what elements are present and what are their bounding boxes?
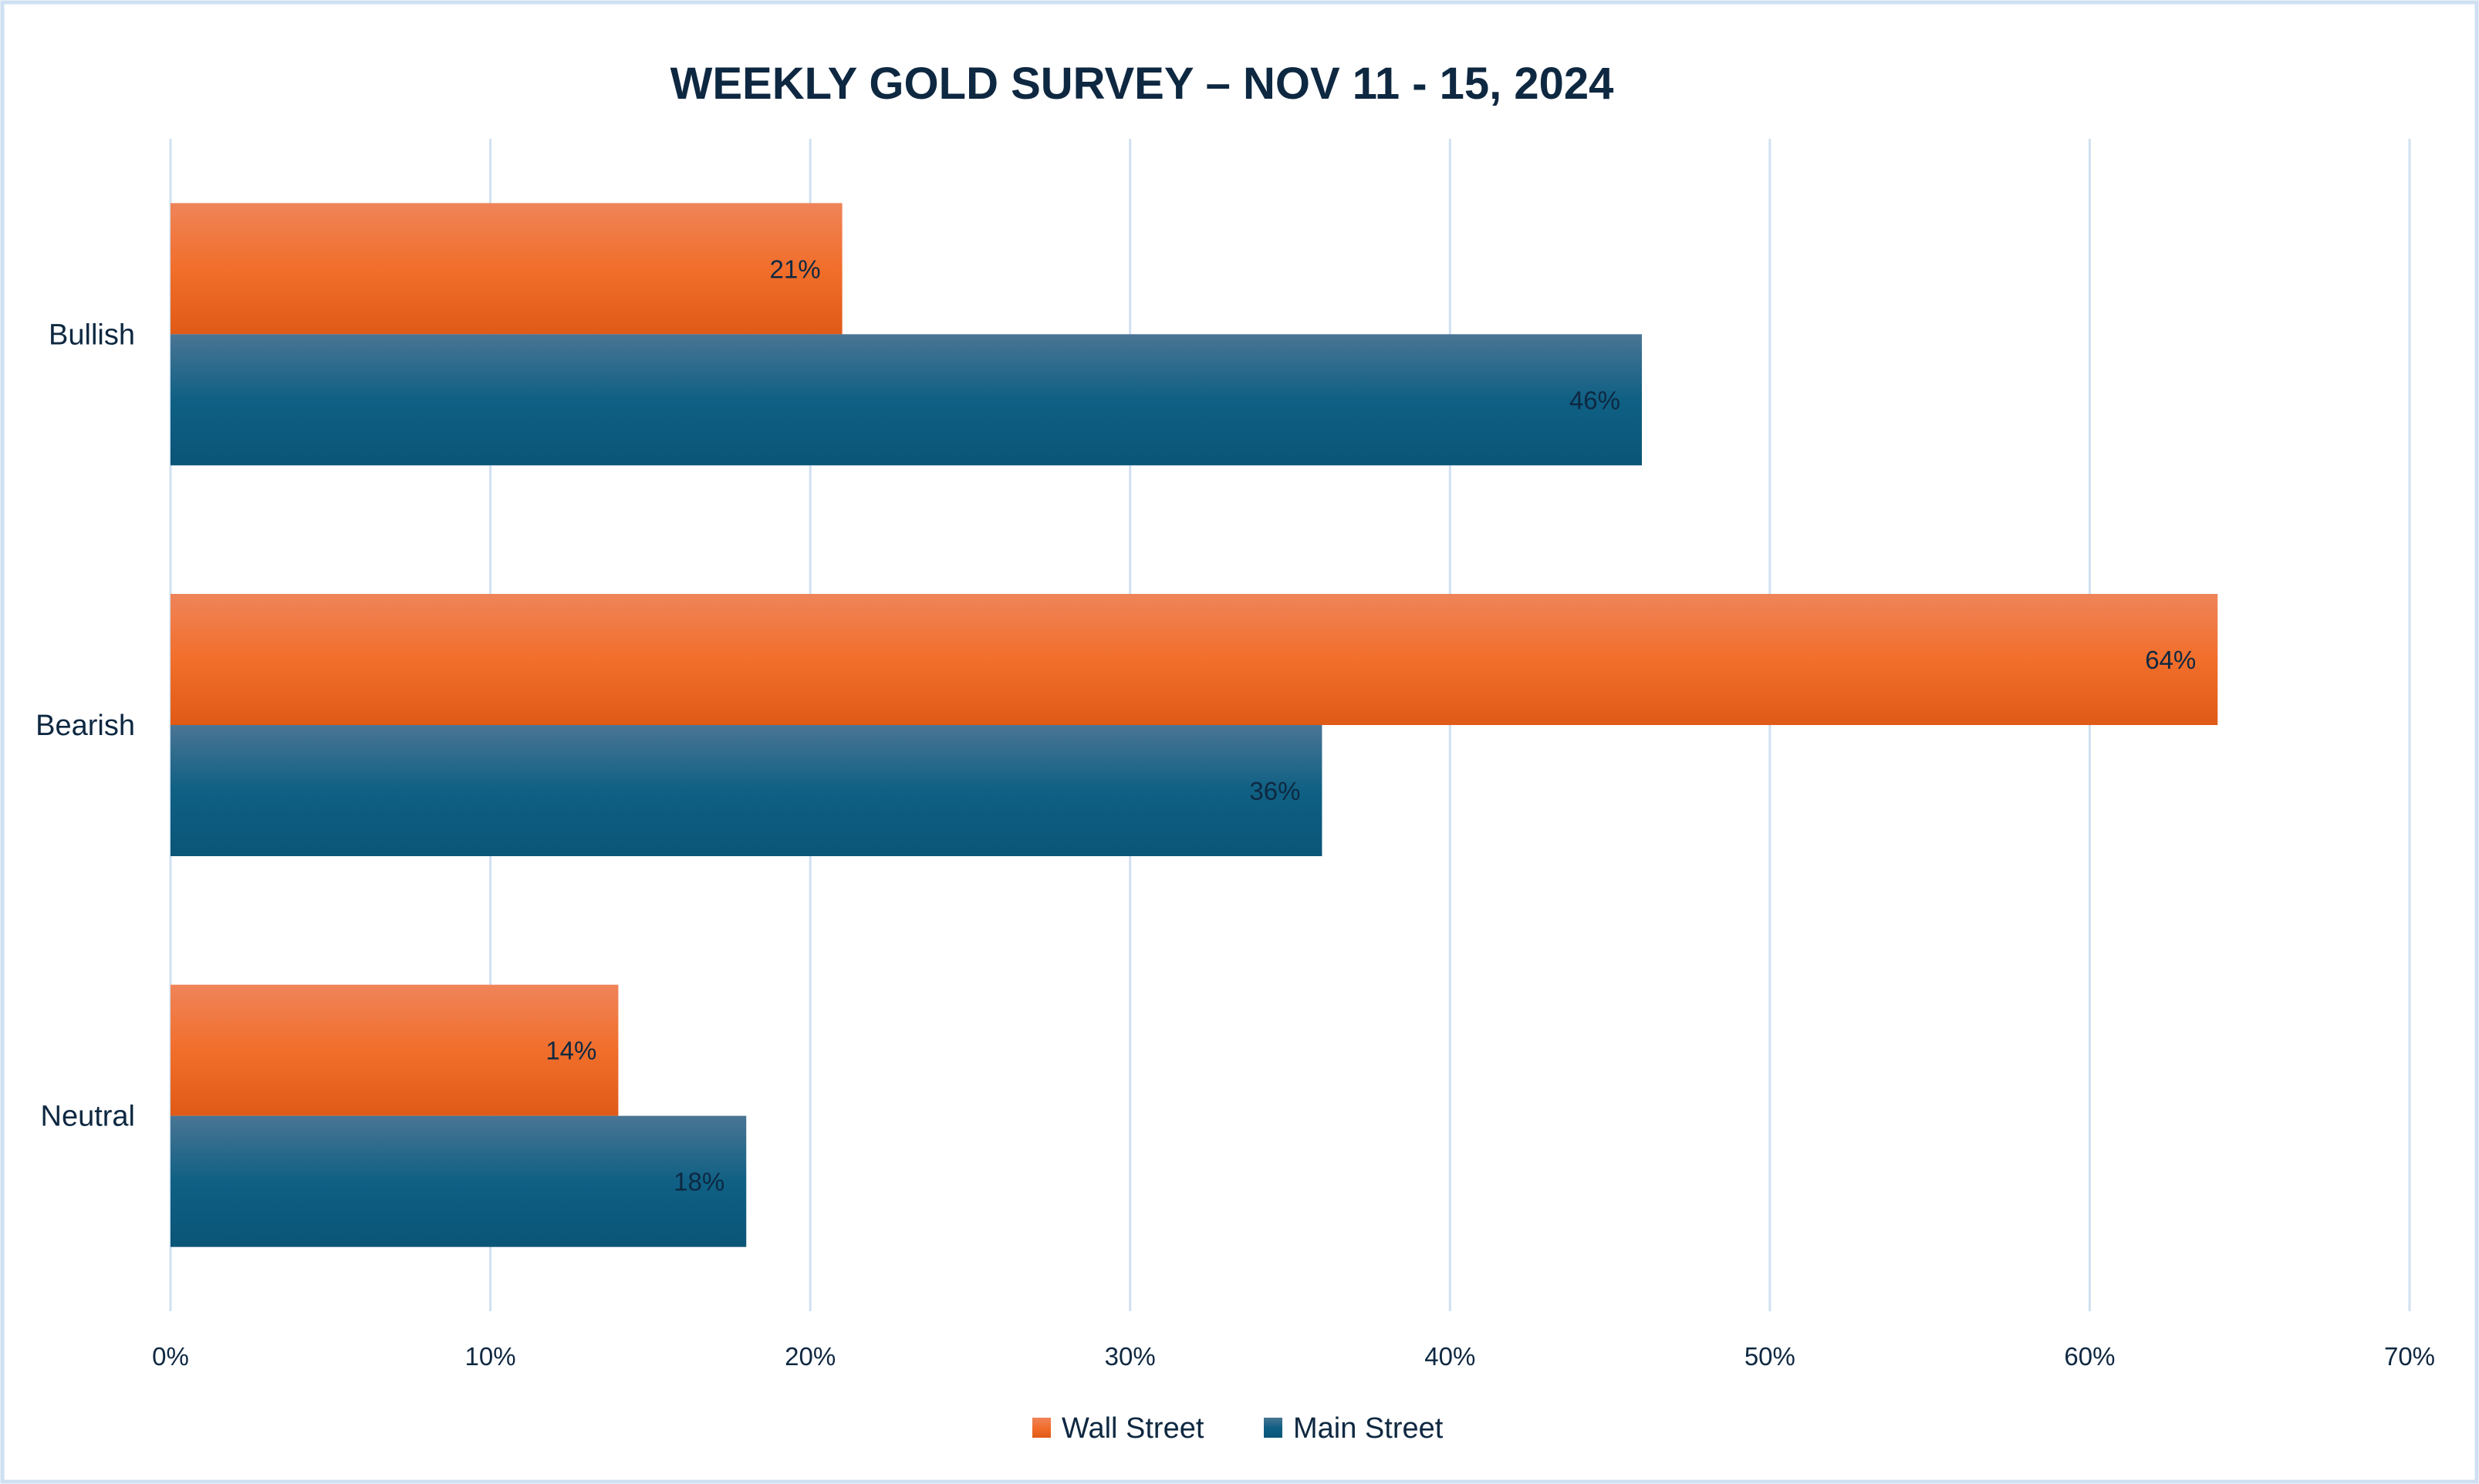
x-tick-label: 40%	[1424, 1342, 1475, 1371]
x-tick-label: 70%	[2384, 1342, 2435, 1371]
x-tick-label: 0%	[152, 1342, 189, 1371]
bar-wall-street	[171, 984, 619, 1116]
category-label: Neutral	[41, 1101, 136, 1133]
data-label: 46%	[1569, 386, 1620, 414]
bar-main-street	[171, 725, 1322, 856]
chart-title: WEEKLY GOLD SURVEY – NOV 11 - 15, 2024	[670, 59, 1614, 109]
bar-wall-street	[171, 594, 2218, 725]
bar-main-street	[171, 334, 1643, 466]
legend-label: Wall Street	[1062, 1412, 1204, 1445]
bar-main-street	[171, 1115, 747, 1247]
x-tick-label: 30%	[1105, 1342, 1156, 1371]
x-tick-label: 10%	[465, 1342, 516, 1371]
data-label: 21%	[770, 255, 821, 283]
bar-wall-street	[171, 203, 843, 335]
data-label: 36%	[1249, 777, 1300, 805]
data-label: 14%	[545, 1037, 596, 1065]
category-label: Bullish	[49, 319, 135, 351]
category-label: Bearish	[35, 710, 135, 742]
x-tick-label: 20%	[785, 1342, 836, 1371]
legend-swatch	[1032, 1418, 1051, 1438]
x-tick-label: 50%	[1744, 1342, 1795, 1371]
x-tick-label: 60%	[2064, 1342, 2115, 1371]
data-label: 18%	[674, 1168, 724, 1196]
legend-label: Main Street	[1293, 1412, 1444, 1445]
legend-swatch	[1264, 1418, 1282, 1438]
data-label: 64%	[2145, 646, 2196, 674]
